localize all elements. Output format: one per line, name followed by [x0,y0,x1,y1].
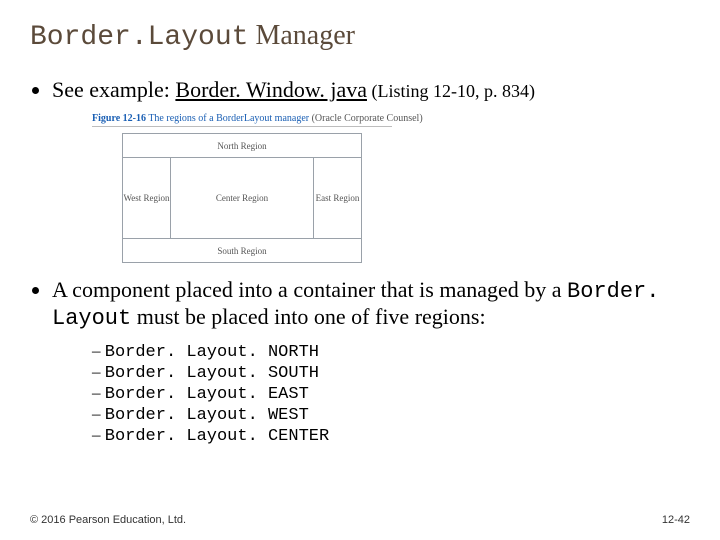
bullet1-link[interactable]: Border. Window. java [175,77,367,102]
figure-block: Figure 12-16 The regions of a BorderLayo… [92,113,690,263]
page-number: 12-42 [662,514,690,526]
title-mono: Border.Layout [30,22,248,53]
region-center: Center Region [171,158,313,238]
bullet-1: See example: Border. Window. java (Listi… [52,77,690,263]
bullet-2: A component placed into a container that… [52,277,690,446]
region-north: North Region [123,134,361,158]
bullet2-line2: must be placed into one of five regions: [131,304,485,329]
const-south: Border. Layout. SOUTH [92,362,690,383]
region-west: West Region [123,158,171,238]
copyright: © 2016 Pearson Education, Ltd. [30,514,186,526]
figure-underline [92,126,392,127]
title-rest: Manager [248,20,355,51]
borderlayout-diagram: North Region West Region Center Region E… [122,133,362,263]
constants-list: Border. Layout. NORTH Border. Layout. SO… [92,341,690,446]
const-west: Border. Layout. WEST [92,404,690,425]
const-east: Border. Layout. EAST [92,383,690,404]
region-east: East Region [313,158,361,238]
figure-caption-text: The regions of a BorderLayout manager [148,113,309,124]
bullet1-prefix: See example: [52,77,175,102]
region-mid-row: West Region Center Region East Region [123,158,361,238]
region-south: South Region [123,238,361,262]
bullet2-line1: A component placed into a container that… [52,277,567,302]
figure-caption: Figure 12-16 The regions of a BorderLayo… [92,113,690,124]
figure-number: Figure 12-16 [92,113,146,124]
figure-source: (Oracle Corporate Counsel) [312,113,423,124]
bullet1-listing: (Listing 12-10, p. 834) [367,81,535,101]
footer: © 2016 Pearson Education, Ltd. 12-42 [30,514,690,526]
const-center: Border. Layout. CENTER [92,425,690,446]
slide-title: Border.Layout Manager [30,20,690,53]
const-north: Border. Layout. NORTH [92,341,690,362]
bullet-list: See example: Border. Window. java (Listi… [52,77,690,446]
